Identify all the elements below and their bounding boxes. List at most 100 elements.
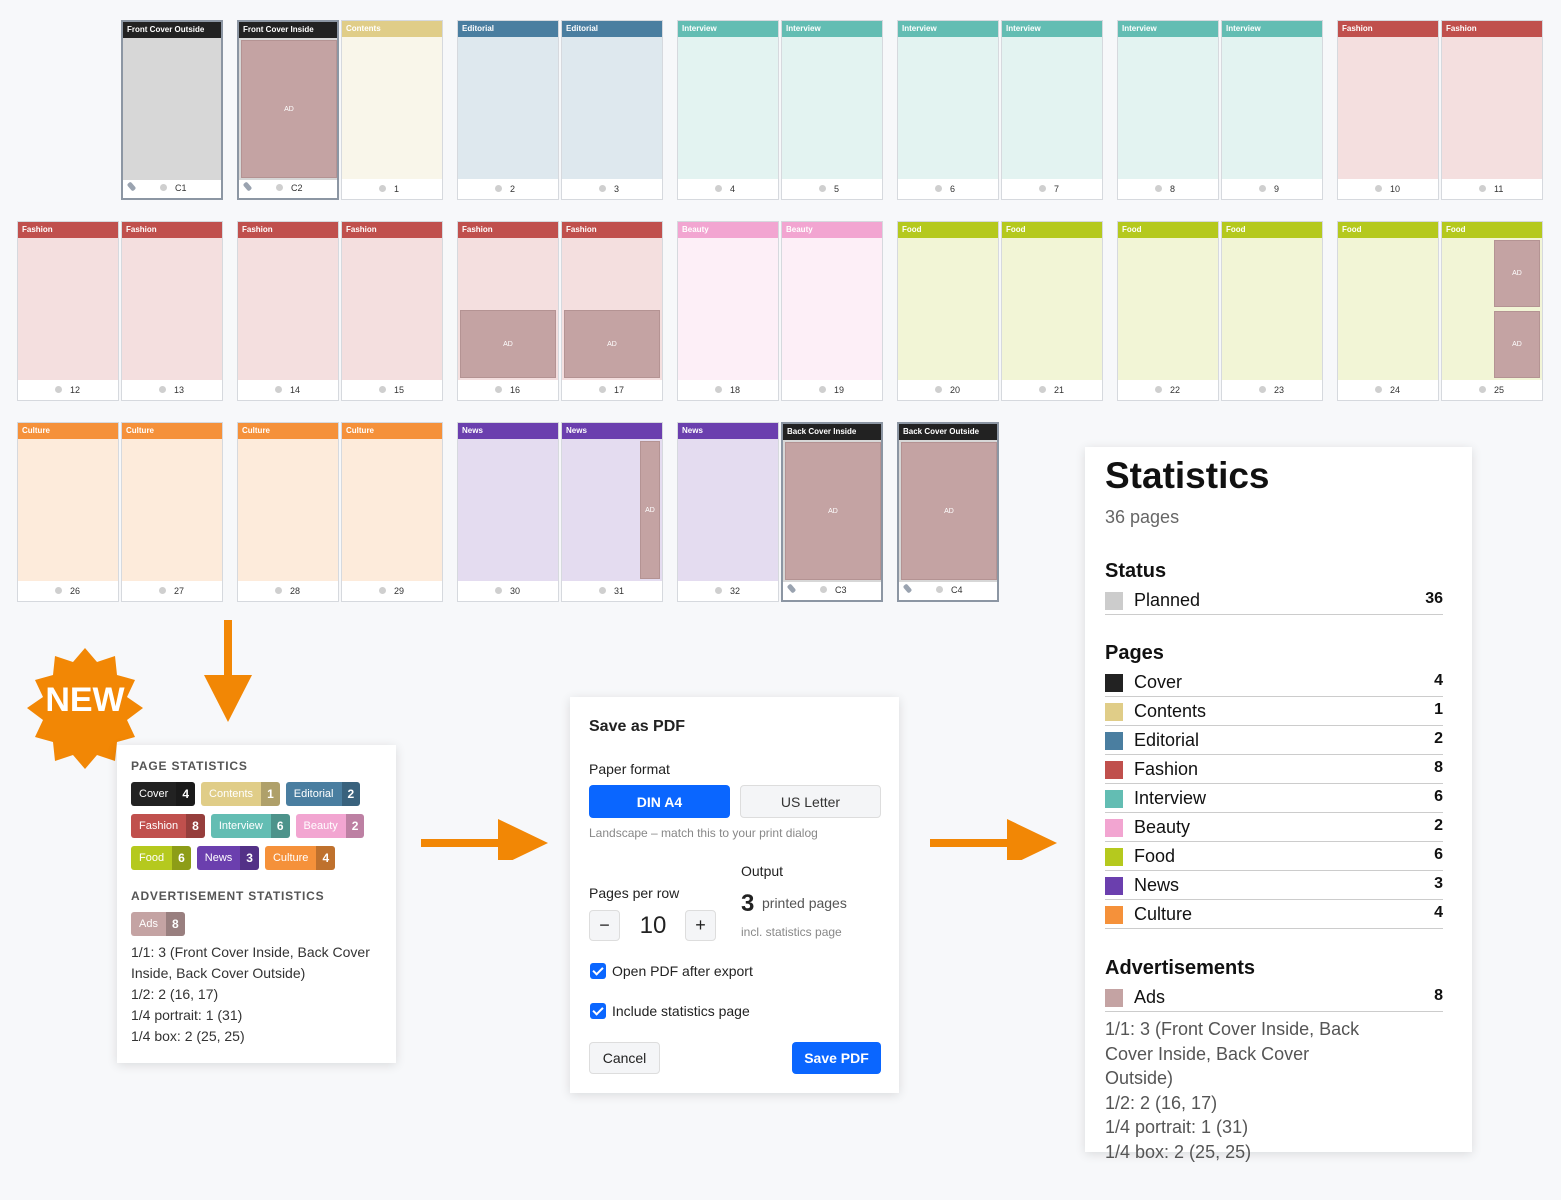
page-body: AD [783, 440, 881, 582]
page[interactable]: Contents 1 [341, 20, 443, 200]
cancel-button[interactable]: Cancel [589, 1042, 660, 1074]
page-footer: 6 [898, 179, 998, 199]
page[interactable]: Fashion AD 16 [457, 221, 559, 401]
page-body [122, 439, 222, 581]
page[interactable]: Culture 27 [121, 422, 223, 602]
format-option[interactable]: DIN A4 [589, 785, 730, 818]
page[interactable]: Fashion 11 [1441, 20, 1543, 200]
page-footer: 1 [342, 179, 442, 199]
page-number: 15 [394, 385, 405, 395]
checkbox[interactable] [590, 963, 606, 979]
page-footer: 23 [1222, 380, 1322, 400]
section-badge: Fashion 8 [131, 814, 205, 838]
page[interactable]: Back Cover Inside AD C3 [781, 422, 883, 602]
page[interactable]: Food 20 [897, 221, 999, 401]
page[interactable]: Editorial 2 [457, 20, 559, 200]
page-header: Fashion [122, 222, 222, 238]
badge-label: Editorial [293, 788, 334, 800]
page-number: 8 [1170, 184, 1176, 194]
page-footer: 19 [782, 380, 882, 400]
page[interactable]: Fashion 10 [1337, 20, 1439, 200]
page-header: Contents [342, 21, 442, 37]
page[interactable]: Interview 7 [1001, 20, 1103, 200]
page[interactable]: Food 21 [1001, 221, 1103, 401]
page[interactable]: Fashion 15 [341, 221, 443, 401]
page-body [562, 37, 662, 179]
arrow [224, 620, 232, 678]
page-statistics-panel: PAGE STATISTICS Cover 4 Contents 1 Editorial… [117, 745, 396, 1063]
badge-count: 2 [345, 814, 365, 838]
page[interactable]: Food AD AD 25 [1441, 221, 1543, 401]
page[interactable]: News AD 31 [561, 422, 663, 602]
decrement-button[interactable]: − [589, 910, 620, 941]
page-number: 13 [174, 385, 185, 395]
page-footer: 16 [458, 380, 558, 400]
page[interactable]: Interview 9 [1221, 20, 1323, 200]
page[interactable]: Interview 8 [1117, 20, 1219, 200]
stat-row: Cover 4 [1105, 668, 1443, 697]
page-header: Fashion [238, 222, 338, 238]
page[interactable]: Back Cover Outside AD C4 [897, 422, 999, 602]
page[interactable]: Culture 29 [341, 422, 443, 602]
page[interactable]: Culture 26 [17, 422, 119, 602]
page-footer: 18 [678, 380, 778, 400]
page[interactable]: Fashion 13 [121, 221, 223, 401]
page-number: C1 [175, 183, 187, 193]
page[interactable]: Beauty 19 [781, 221, 883, 401]
page[interactable]: Food 23 [1221, 221, 1323, 401]
page[interactable]: Food 22 [1117, 221, 1219, 401]
page-header: Interview [898, 21, 998, 37]
checkmark [592, 964, 604, 976]
status-dot [495, 386, 502, 393]
page-footer: 31 [562, 581, 662, 601]
status-dot [715, 587, 722, 594]
page-header: Fashion [342, 222, 442, 238]
page[interactable]: News 30 [457, 422, 559, 602]
badge-label: News [204, 852, 233, 864]
stat-row: Planned 36 [1105, 586, 1443, 615]
page[interactable]: Editorial 3 [561, 20, 663, 200]
badge-new: NEW [45, 681, 125, 719]
status-dot [275, 587, 282, 594]
ad-block: AD [640, 441, 660, 579]
save-button[interactable]: Save PDF [792, 1042, 881, 1074]
status-dot [495, 587, 502, 594]
page[interactable]: Front Cover Inside AD C2 [237, 20, 339, 200]
section-badge: Culture 4 [264, 846, 336, 870]
page-body [18, 238, 118, 380]
page[interactable]: Interview 6 [897, 20, 999, 200]
page-footer: 8 [1118, 179, 1218, 199]
page[interactable]: Fashion 14 [237, 221, 339, 401]
stat-count: 2 [1434, 817, 1443, 834]
page-footer: C3 [783, 580, 881, 600]
ad-lines: 1/1: 3 (Front Cover Inside, Back Cover I… [131, 942, 381, 1047]
increment-button[interactable]: + [685, 910, 716, 941]
page-number: 23 [1274, 385, 1285, 395]
format-option[interactable]: US Letter [740, 785, 881, 818]
panel-title: PAGE STATISTICS [131, 759, 248, 773]
page-header: Food [1338, 222, 1438, 238]
page-body [1118, 37, 1218, 179]
page[interactable]: Beauty 18 [677, 221, 779, 401]
page-header: Fashion [562, 222, 662, 238]
page[interactable]: Interview 4 [677, 20, 779, 200]
page[interactable]: Fashion 12 [17, 221, 119, 401]
page-number: 17 [614, 385, 625, 395]
stat-count: 4 [1434, 904, 1443, 921]
stat-name: Culture [1134, 904, 1193, 924]
page[interactable]: Culture 28 [237, 422, 339, 602]
page[interactable]: Front Cover Outside C1 [121, 20, 223, 200]
swatch [1105, 848, 1123, 866]
page[interactable]: Food 24 [1337, 221, 1439, 401]
page-footer: 2 [458, 179, 558, 199]
checkbox[interactable] [590, 1003, 606, 1019]
page[interactable]: Fashion AD 17 [561, 221, 663, 401]
page[interactable]: News 32 [677, 422, 779, 602]
section-heading: Advertisements [1105, 957, 1256, 979]
page[interactable]: Interview 5 [781, 20, 883, 200]
page-number: 12 [70, 385, 81, 395]
arrow [421, 839, 501, 847]
page-body: AD [562, 238, 662, 380]
swatch [1105, 674, 1123, 692]
page-number: 24 [1390, 385, 1401, 395]
